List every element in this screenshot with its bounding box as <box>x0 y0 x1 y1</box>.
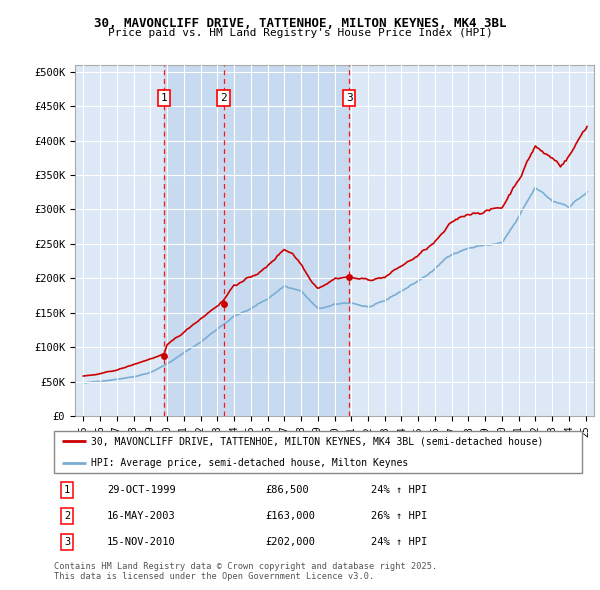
Text: 1: 1 <box>64 484 70 494</box>
Bar <box>164 65 224 416</box>
Text: 24% ↑ HPI: 24% ↑ HPI <box>371 537 427 548</box>
Text: 2: 2 <box>64 511 70 521</box>
Text: Contains HM Land Registry data © Crown copyright and database right 2025.
This d: Contains HM Land Registry data © Crown c… <box>54 562 437 581</box>
Text: 24% ↑ HPI: 24% ↑ HPI <box>371 484 427 494</box>
Bar <box>224 65 349 416</box>
Text: HPI: Average price, semi-detached house, Milton Keynes: HPI: Average price, semi-detached house,… <box>91 458 408 467</box>
FancyBboxPatch shape <box>54 431 582 473</box>
Text: 26% ↑ HPI: 26% ↑ HPI <box>371 511 427 521</box>
Text: £163,000: £163,000 <box>265 511 315 521</box>
Text: 30, MAVONCLIFF DRIVE, TATTENHOE, MILTON KEYNES, MK4 3BL (semi-detached house): 30, MAVONCLIFF DRIVE, TATTENHOE, MILTON … <box>91 437 544 446</box>
Text: £86,500: £86,500 <box>265 484 309 494</box>
Text: 15-NOV-2010: 15-NOV-2010 <box>107 537 176 548</box>
Text: 3: 3 <box>346 93 353 103</box>
Text: 1: 1 <box>161 93 167 103</box>
Text: Price paid vs. HM Land Registry's House Price Index (HPI): Price paid vs. HM Land Registry's House … <box>107 28 493 38</box>
Text: £202,000: £202,000 <box>265 537 315 548</box>
Text: 29-OCT-1999: 29-OCT-1999 <box>107 484 176 494</box>
Text: 3: 3 <box>64 537 70 548</box>
Text: 30, MAVONCLIFF DRIVE, TATTENHOE, MILTON KEYNES, MK4 3BL: 30, MAVONCLIFF DRIVE, TATTENHOE, MILTON … <box>94 17 506 30</box>
Text: 16-MAY-2003: 16-MAY-2003 <box>107 511 176 521</box>
Text: 2: 2 <box>220 93 227 103</box>
